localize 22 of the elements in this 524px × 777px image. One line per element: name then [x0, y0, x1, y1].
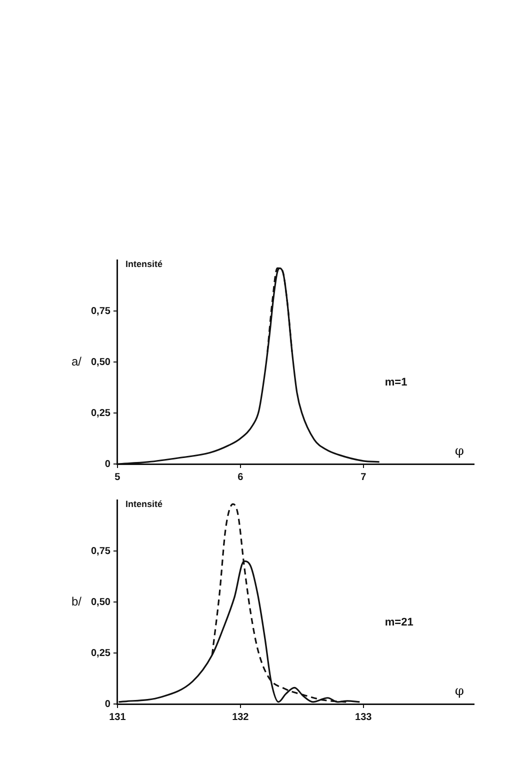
- y-tick-label: 0,25: [90, 648, 111, 659]
- y-tick-label: 0,25: [90, 408, 111, 419]
- y-tick-label: 0,75: [90, 546, 111, 557]
- y-tick-label: 0,50: [90, 356, 111, 368]
- y-tick-label: 0: [104, 458, 111, 470]
- y-tick-label: 0: [104, 698, 111, 710]
- x-tick-label: 6: [238, 472, 244, 483]
- x-tick-label: 132: [232, 712, 250, 723]
- y-tick-label: 0,50: [90, 596, 111, 608]
- x-tick-label: 5: [114, 472, 121, 483]
- x-tick-label: 7: [360, 472, 367, 483]
- annotation: m=1: [384, 376, 408, 388]
- y-axis-title: Intensité: [125, 498, 162, 509]
- x-tick-label: 133: [355, 712, 372, 723]
- x-tick-label: 131: [109, 712, 126, 723]
- text: b/: [71, 594, 82, 608]
- x-axis-title: φ: [454, 444, 464, 459]
- y-tick-label: 0,75: [90, 306, 111, 317]
- text: a/: [71, 354, 82, 368]
- y-axis-title: Intensité: [125, 258, 162, 269]
- annotation: m=21: [384, 616, 414, 628]
- x-axis-title: φ: [454, 684, 464, 699]
